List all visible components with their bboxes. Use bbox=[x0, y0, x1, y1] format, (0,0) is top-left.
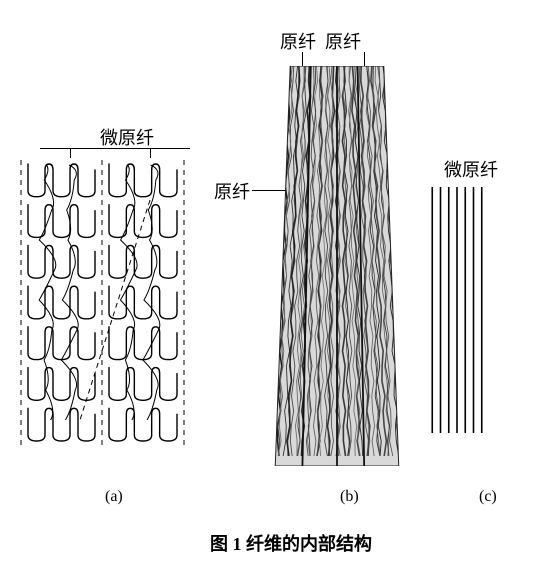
figure-wrap: 微原纤 原纤 原纤 原纤 微原纤 (a) ( bbox=[20, 20, 542, 565]
panel-a-tick bbox=[70, 148, 71, 158]
caption-b: (b) bbox=[340, 488, 359, 506]
panel-a-tick bbox=[150, 148, 151, 158]
figure-title: 图 1 纤维的内部结构 bbox=[20, 530, 542, 556]
panel-b-tick bbox=[302, 52, 303, 66]
panel-b-label-right: 原纤 bbox=[325, 32, 361, 52]
panel-b: 原纤 原纤 bbox=[272, 40, 412, 466]
caption-a: (a) bbox=[105, 488, 123, 506]
panel-a-label: 微原纤 bbox=[100, 124, 154, 150]
panel-a-graphic bbox=[20, 160, 185, 445]
panel-b-label-left: 原纤 bbox=[280, 32, 316, 52]
panel-b-graphic bbox=[272, 66, 402, 466]
panels-row: 微原纤 原纤 原纤 原纤 微原纤 bbox=[20, 20, 542, 466]
panel-c: 微原纤 bbox=[424, 40, 514, 435]
panel-a: 微原纤 bbox=[20, 40, 210, 445]
panel-c-graphic bbox=[424, 185, 490, 435]
panel-b-top-labels: 原纤 原纤 bbox=[280, 28, 361, 54]
panel-b-tick bbox=[364, 52, 365, 66]
panel-c-label: 微原纤 bbox=[444, 156, 498, 182]
caption-c: (c) bbox=[479, 488, 497, 506]
panel-a-leader bbox=[40, 148, 190, 149]
panel-b-side-label: 原纤 bbox=[214, 178, 250, 204]
